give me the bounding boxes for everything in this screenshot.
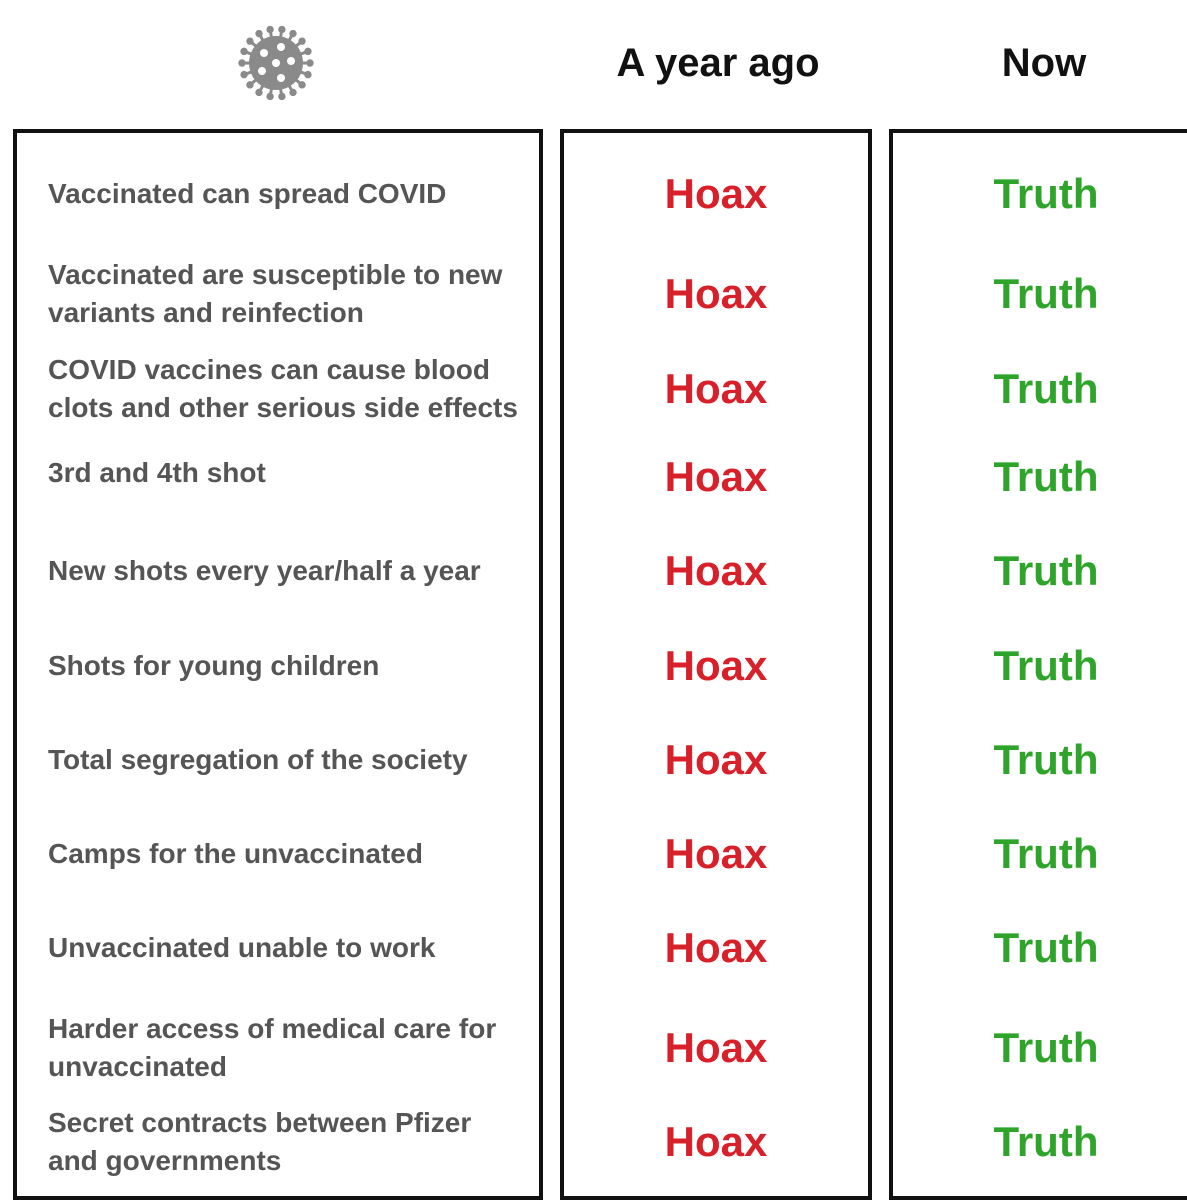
claim-text: Camps for the unvaccinated	[48, 838, 423, 869]
claim-row: Vaccinated are susceptible to new varian…	[17, 249, 539, 339]
now-row: Truth	[893, 903, 1187, 993]
hoax-label: Hoax	[664, 547, 768, 594]
truth-label: Truth	[993, 270, 1099, 317]
claim-row: 3rd and 4th shot	[17, 428, 539, 518]
a-year-ago-column: Hoax Hoax Hoax Hoax Hoax Hoax Hoax Hoax Hoax Hoax…	[560, 129, 872, 1200]
claim-text: COVID vaccines can cause blood clots and…	[48, 354, 518, 423]
truth-label: Truth	[993, 1118, 1099, 1165]
truth-label: Truth	[993, 547, 1099, 594]
now-row: Truth	[893, 432, 1187, 522]
claim-text: Total segregation of the society	[48, 744, 468, 775]
past-row: Hoax	[564, 621, 868, 711]
hoax-label: Hoax	[664, 830, 768, 877]
claim-row: Harder access of medical care for unvacc…	[17, 1003, 539, 1093]
hoax-label: Hoax	[664, 453, 768, 500]
claim-row: Total segregation of the society	[17, 715, 539, 805]
claim-row: Secret contracts between Pfizer and gove…	[17, 1097, 539, 1187]
now-row: Truth	[893, 1003, 1187, 1093]
hoax-label: Hoax	[664, 365, 768, 412]
truth-label: Truth	[993, 1024, 1099, 1071]
claim-text: Vaccinated can spread COVID	[48, 178, 447, 209]
truth-label: Truth	[993, 830, 1099, 877]
truth-label: Truth	[993, 170, 1099, 217]
claim-row: Shots for young children	[17, 621, 539, 711]
past-row: Hoax	[564, 903, 868, 993]
hoax-label: Hoax	[664, 736, 768, 783]
claim-text: Shots for young children	[48, 650, 380, 681]
claim-row: New shots every year/half a year	[17, 526, 539, 616]
claim-row: Camps for the unvaccinated	[17, 809, 539, 899]
truth-label: Truth	[993, 365, 1099, 412]
claim-text: Unvaccinated unable to work	[48, 932, 436, 963]
header-a-year-ago: A year ago	[616, 41, 820, 85]
past-row: Hoax	[564, 249, 868, 339]
hoax-label: Hoax	[664, 1024, 768, 1071]
header-now: Now	[1001, 41, 1087, 85]
past-row: Hoax	[564, 344, 868, 434]
hoax-label: Hoax	[664, 170, 768, 217]
truth-label: Truth	[993, 453, 1099, 500]
claim-row: Unvaccinated unable to work	[17, 903, 539, 993]
past-row: Hoax	[564, 1097, 868, 1187]
now-row: Truth	[893, 715, 1187, 805]
now-row: Truth	[893, 526, 1187, 616]
past-row: Hoax	[564, 715, 868, 805]
claim-text: New shots every year/half a year	[48, 555, 481, 586]
claim-text: Vaccinated are susceptible to new varian…	[48, 259, 503, 328]
hoax-label: Hoax	[664, 1118, 768, 1165]
past-row: Hoax	[564, 149, 868, 239]
now-row: Truth	[893, 149, 1187, 239]
claim-text: Secret contracts between Pfizer and gove…	[48, 1107, 472, 1176]
claim-text: 3rd and 4th shot	[48, 457, 266, 488]
claim-text: Harder access of medical care for unvacc…	[48, 1013, 497, 1082]
coronavirus-icon	[238, 25, 314, 101]
truth-label: Truth	[993, 642, 1099, 689]
truth-label: Truth	[993, 736, 1099, 783]
now-row: Truth	[893, 344, 1187, 434]
past-row: Hoax	[564, 809, 868, 899]
now-row: Truth	[893, 809, 1187, 899]
now-column: Truth Truth Truth Truth Truth Truth Truth Truth…	[889, 129, 1187, 1200]
hoax-label: Hoax	[664, 924, 768, 971]
past-row: Hoax	[564, 1003, 868, 1093]
hoax-label: Hoax	[664, 642, 768, 689]
claim-row: COVID vaccines can cause blood clots and…	[17, 344, 539, 434]
hoax-label: Hoax	[664, 270, 768, 317]
now-row: Truth	[893, 249, 1187, 339]
now-row: Truth	[893, 621, 1187, 711]
past-row: Hoax	[564, 526, 868, 616]
claims-column: Vaccinated can spread COVID Vaccinated ar…	[13, 129, 543, 1200]
past-row: Hoax	[564, 432, 868, 522]
claim-row: Vaccinated can spread COVID	[17, 149, 539, 239]
now-row: Truth	[893, 1097, 1187, 1187]
truth-label: Truth	[993, 924, 1099, 971]
